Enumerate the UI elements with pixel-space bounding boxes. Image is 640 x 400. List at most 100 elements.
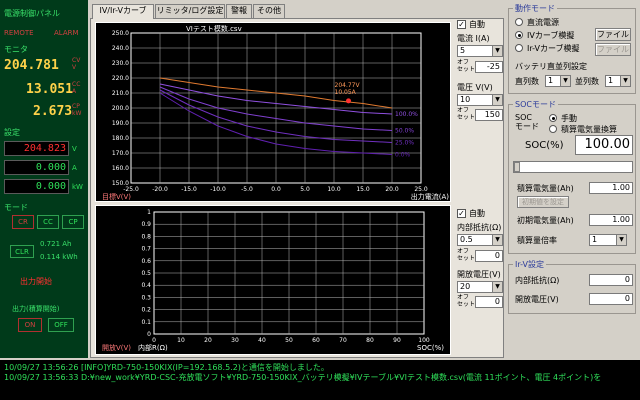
iv-file-button[interactable]: ファイル — [595, 28, 631, 41]
alarm-indicator: ALARM — [54, 29, 79, 37]
series-line-3 — [159, 89, 393, 143]
x-tick-label: 15.0 — [356, 186, 370, 193]
x-axis-label: 出力電流(A) — [411, 192, 450, 201]
multiplier-value: 1 — [592, 235, 598, 244]
remote-indicator: REMOTE — [4, 29, 34, 37]
current-range-select[interactable]: 5 ▼ — [457, 45, 503, 57]
marker-voltage-label: 204.77V — [335, 82, 361, 89]
tab-limiter-log[interactable]: リミッタ/ログ設定 — [155, 4, 225, 18]
y-tick-label: 0.3 — [141, 294, 151, 301]
voltage-setting[interactable]: 204.823 — [4, 141, 69, 156]
output-on-button[interactable]: ON — [18, 318, 42, 332]
auto-checkbox-bottom[interactable]: ✓ — [457, 209, 466, 218]
irv-settings-group: Ir-V設定 内部抵抗(Ω) 0 開放電圧(V) 0 — [508, 259, 636, 314]
y-tick-label: 0.5 — [141, 270, 151, 277]
multiplier-select[interactable]: 1 ▼ — [589, 234, 627, 246]
y-tick-label: 180.0 — [112, 135, 129, 142]
mode-irv-label: Ir-Vカーブ模擬 — [527, 44, 580, 53]
offset-label-voltage: オフ セット — [457, 107, 476, 121]
y-tick-label: 0.1 — [141, 319, 151, 326]
tab-alarm[interactable]: 警報 — [226, 4, 252, 18]
soc-slider-handle[interactable] — [514, 162, 520, 172]
cumulative-charge-input[interactable]: 1.00 — [589, 182, 633, 194]
output-off-button[interactable]: OFF — [48, 318, 74, 332]
chevron-down-icon: ▼ — [620, 76, 630, 86]
soc-percent-label: SOC(%) — [525, 140, 564, 151]
output-state: 出力開始 — [20, 277, 52, 286]
series-line-2 — [159, 86, 393, 131]
soc-integrate-radio[interactable] — [549, 125, 557, 133]
mode-iv-radio[interactable] — [515, 31, 523, 39]
tab-iv-curve[interactable]: IV/Ir-Vカーブ — [92, 4, 154, 19]
mode-dc-label: 直流電源 — [527, 18, 559, 27]
soc-mode-title: SOCモード — [513, 99, 558, 110]
current-offset-input[interactable]: -25 — [475, 61, 503, 73]
y-tick-label: 0.7 — [141, 246, 151, 253]
mode-dc-radio[interactable] — [515, 18, 523, 26]
y-tick-label: 210.0 — [112, 90, 129, 97]
offset-label-current: オフ セット — [457, 59, 476, 73]
monitor-label: モニタ — [4, 45, 28, 54]
kwh-counter: 0.114 kWh — [40, 253, 78, 261]
open-range-value: 20 — [460, 282, 471, 291]
soc-mode-group: SOCモード SOC モード 手動 積算電気量換算 SOC(%) 100.00 … — [508, 99, 636, 254]
soc-slider[interactable] — [513, 161, 633, 173]
voltage-offset-input[interactable]: 150 — [475, 109, 503, 121]
current-range-value: 5 — [460, 46, 466, 55]
irv-file-button[interactable]: ファイル — [595, 43, 631, 56]
x-tick-label: 90 — [393, 337, 401, 344]
y-tick-label: 150.0 — [112, 180, 129, 187]
y-tick-label: 0.9 — [141, 221, 151, 228]
current-setting[interactable]: 0.000 — [4, 160, 69, 175]
mode-cr-button[interactable]: CR — [12, 215, 34, 229]
series-line-4 — [159, 92, 393, 155]
marker-current-label: 10.05A — [335, 89, 357, 96]
initial-charge-input[interactable]: 1.00 — [589, 214, 633, 226]
current-unit: CC A — [72, 81, 81, 95]
x-tick-label: 50 — [285, 337, 293, 344]
irv-resist-label: 内部抵抗(Ω) — [515, 276, 560, 285]
x-tick-label: -25.0 — [123, 186, 139, 193]
parallel-select[interactable]: 1 ▼ — [605, 75, 631, 87]
resist-offset-input[interactable]: 0 — [475, 250, 503, 262]
soc-value-input[interactable]: 100.00 — [575, 135, 633, 155]
series-select[interactable]: 1 ▼ — [545, 75, 571, 87]
y-tick-label: 190.0 — [112, 120, 129, 127]
cumulative-charge-label: 積算電気量(Ah) — [517, 184, 574, 193]
auto-label-top: 自動 — [469, 20, 485, 29]
voltage-unit: CV V — [72, 57, 81, 71]
set-initial-button[interactable]: 初期値を設定 — [517, 196, 569, 208]
iv-chart-svg: VIテスト模数.csv -25.0 -20.0 -15.0 -10.0 -5.0 0.0 5.… — [102, 24, 450, 201]
soc-manual-radio[interactable] — [549, 114, 557, 122]
soc-manual-label: 手動 — [561, 114, 577, 123]
x-tick-label: 10 — [177, 337, 185, 344]
open-offset-input[interactable]: 0 — [475, 296, 503, 308]
mode-cc-button[interactable]: CC — [37, 215, 59, 229]
irv-open-input[interactable]: 0 — [589, 293, 633, 305]
ah-counter: 0.721 Ah — [40, 240, 72, 248]
clear-button[interactable]: CLR — [10, 245, 34, 258]
chevron-down-icon: ▼ — [492, 46, 502, 56]
y-tick-label: 250.0 — [112, 30, 129, 37]
setting-label: 設定 — [4, 128, 20, 137]
voltage-range-select[interactable]: 10 ▼ — [457, 94, 503, 106]
y-axis-label: 目標V(V) — [102, 192, 131, 201]
power-setting[interactable]: 0.000 — [4, 179, 69, 194]
output-integration-label: 出力(積算開始) — [12, 305, 60, 313]
irv-resist-input[interactable]: 0 — [589, 274, 633, 286]
tab-other[interactable]: その他 — [253, 4, 285, 18]
x-tick-label: 0 — [152, 337, 156, 344]
battery-config-title: バッテリ直並列設定 — [515, 62, 587, 71]
y-axis-label-left: 開放V(V) — [102, 343, 131, 352]
open-range-select[interactable]: 20 ▼ — [457, 281, 503, 293]
mode-label: モード — [4, 203, 28, 212]
log-panel: 10/09/27 13:56:26 [INFO]YRD-750-150KIX(I… — [0, 360, 640, 400]
resist-range-select[interactable]: 0.5 ▼ — [457, 234, 503, 246]
soc-chart-svg: 0 10 20 30 40 50 60 70 80 90 100 1 0.9 0.8 0.7 0.6 0.5 0.… — [102, 209, 444, 352]
mode-irv-radio[interactable] — [515, 44, 523, 52]
mode-cp-button[interactable]: CP — [62, 215, 84, 229]
voltage-reading: 204.781 — [4, 58, 59, 73]
auto-checkbox-top[interactable]: ✓ — [457, 20, 466, 29]
series-line-1 — [159, 83, 393, 115]
irv-settings-title: Ir-V設定 — [513, 259, 547, 270]
